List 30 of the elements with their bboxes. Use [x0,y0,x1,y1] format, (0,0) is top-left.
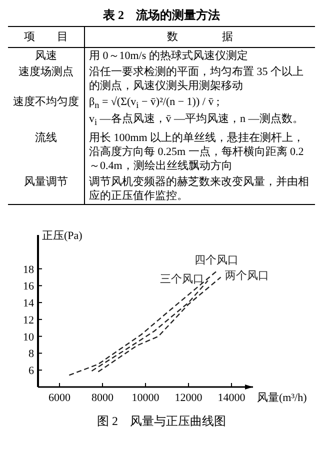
text: 风速 [8,48,84,64]
text: 流线 [8,130,84,174]
x-tick-label: 8000 [92,392,114,404]
text: 项 目 [8,26,84,48]
x-tick-label: 6000 [48,392,71,404]
y-tick-label: 14 [23,298,34,310]
y-tick-label: 6 [28,365,34,378]
text: 数 据 [166,30,234,45]
x-axis-title: 风量(m³/h) [257,392,308,404]
text: 速度不均匀度 [8,94,84,130]
series-label: 三个风口 [160,274,204,286]
text: 表 2 流场的测量方法 [102,8,221,22]
text: 风量调节 [8,174,84,205]
y-tick-label: 10 [23,332,34,344]
text: 调节风机变频器的赫芝数来改变风量，并由相应的正压值作监控。 [88,174,310,204]
y-axis-title: 正压(Pa) [42,230,83,242]
text: 速度场测点 [8,64,84,94]
x-tick-label: 14000 [218,392,246,404]
y-tick-label: 8 [28,348,34,361]
x-tick-label: 10000 [132,392,160,404]
text: 图 2 风量与正压曲线图 [97,414,226,428]
y-tick-label: 12 [23,314,34,327]
text: 用长 100mm 以上的单丝线，悬挂在测杆上，沿高度方向每 0.25m 一点，每杆横向距离 0.2～0.4m，测绘出丝线飘动方向 [88,131,306,174]
y-tick-label: 16 [23,281,34,294]
text: β$_{n}$ = √(Σ(v$_{i}$ − v̄)²/(n − 1)) / v̄ ; v$_{i}$ —各点风速，v̄ —平均风速，n —测点数。 [89,96,304,128]
text: 用 0～10m/s 的热球式风速仪测定 [88,48,249,64]
series-label: 四个风口 [194,254,238,267]
x-tick-label: 12000 [174,392,203,404]
series-label: 两个风口 [224,270,269,283]
y-tick-label: 18 [23,264,34,276]
